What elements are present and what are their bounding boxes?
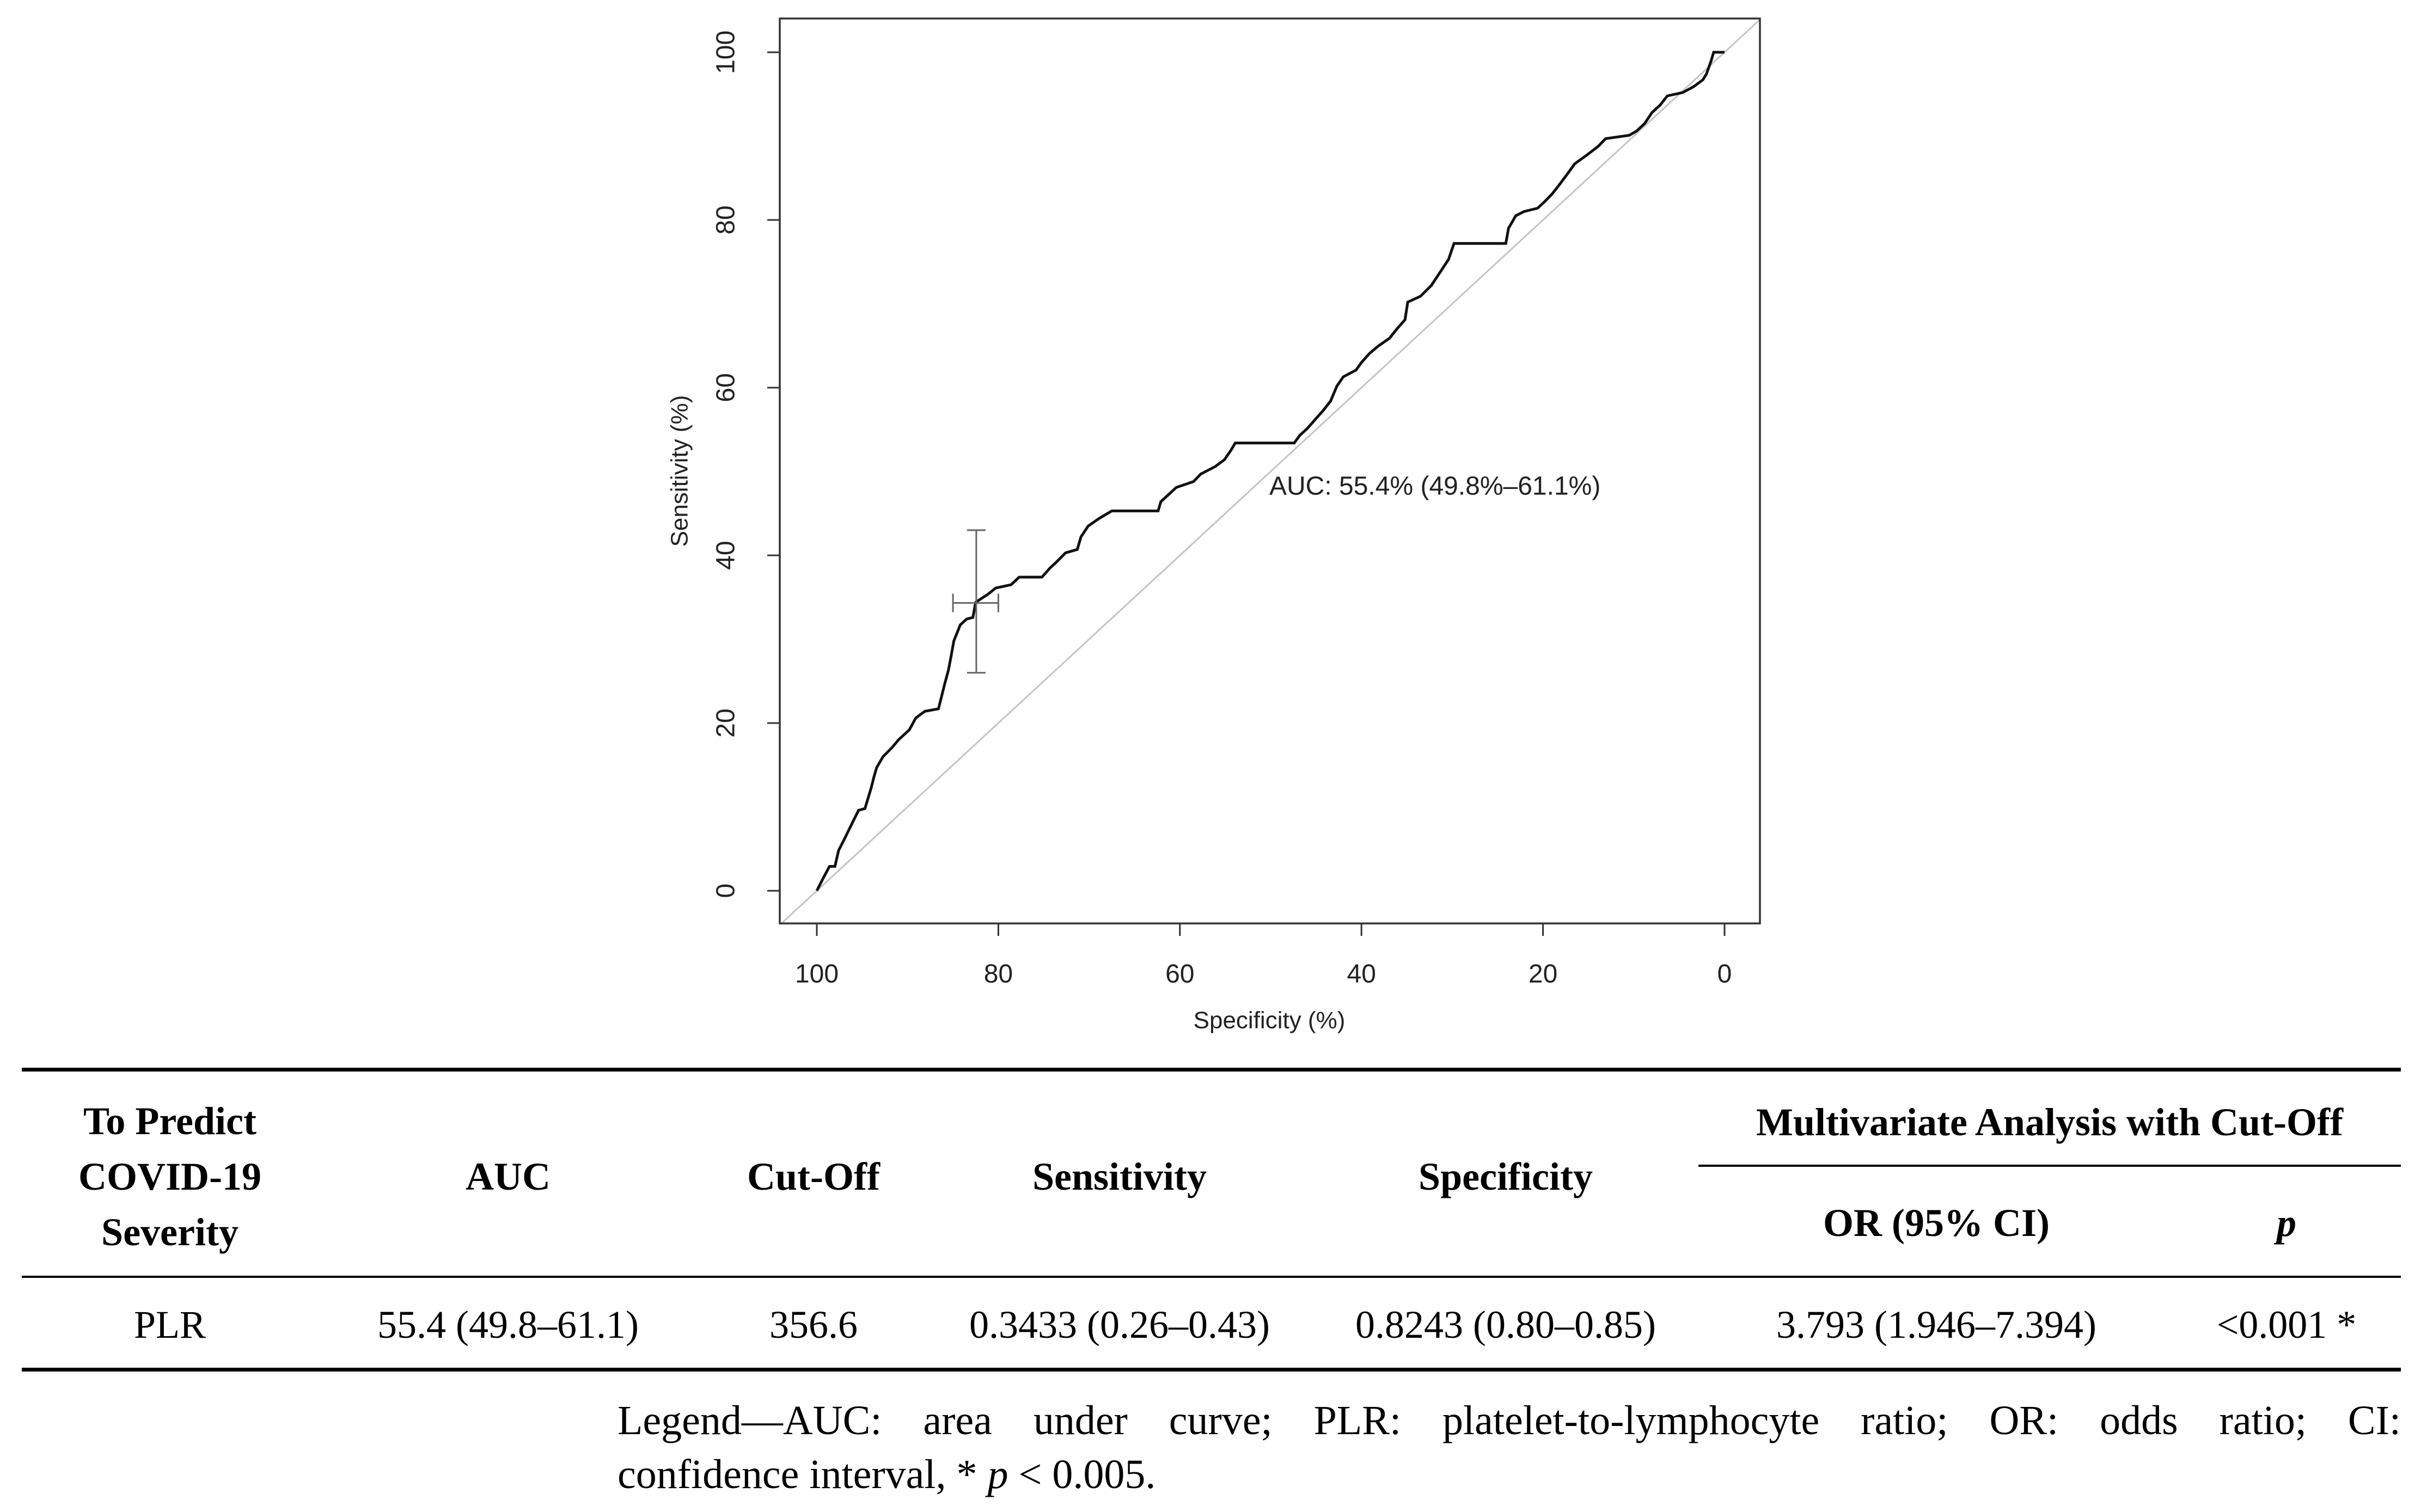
table-top-rule [22,1068,2401,1072]
legend-text: < 0.005. [1018,1452,1156,1497]
x-axis-title: Specificity (%) [1194,1007,1346,1034]
x-tick-label: 20 [1529,960,1557,989]
row-sensitivity: 0.3433 (0.26–0.43) [969,1303,1270,1346]
row-p-value: <0.001 * [2216,1303,2357,1346]
y-tick-label: 100 [712,30,741,74]
table-header-rule [22,1276,2401,1278]
y-tick-label: 0 [712,884,741,898]
row-label: PLR [133,1303,206,1346]
y-axis-title: Sensitivity (%) [667,395,693,547]
x-tick-label: 40 [1347,960,1376,989]
row-specificity: 0.8243 (0.80–0.85) [1355,1303,1656,1346]
row-auc: 55.4 (49.8–61.1) [377,1303,639,1346]
legend-line-2: confidence interval, * p < 0.005. [618,1448,2401,1501]
roc-curve-line [815,51,1725,892]
header-to-predict-line: To Predict [83,1099,256,1143]
legend-text: confidence interval, * [618,1452,977,1497]
header-cutoff: Cut-Off [747,1155,880,1198]
header-or-ci: OR (95% CI) [1823,1201,2050,1245]
y-tick-label: 20 [712,708,741,737]
header-auc: AUC [466,1155,551,1198]
row-or-ci: 3.793 (1.946–7.394) [1776,1303,2096,1346]
legend-line-1: Legend—AUC: area under curve; PLR: plate… [618,1398,2401,1443]
table-bottom-rule [22,1368,2401,1372]
header-to-predict-line: Severity [101,1210,239,1254]
y-tick-label: 40 [712,541,741,570]
x-tick-label: 80 [984,960,1013,989]
axes: 100 80 60 40 20 0 0 20 40 60 80 100 [712,30,1732,989]
x-tick-label: 60 [1165,960,1194,989]
multivariate-sub-rule [1698,1165,2401,1167]
y-tick-label: 80 [712,205,741,234]
y-tick-label: 60 [712,373,741,402]
row-cutoff: 356.6 [769,1303,858,1346]
auc-annotation: AUC: 55.4% (49.8%–61.1%) [1269,472,1600,501]
header-to-predict: To Predict COVID-19 Severity [17,1093,322,1260]
x-tick-label: 100 [795,960,839,989]
header-to-predict-line: COVID-19 [78,1155,261,1198]
header-p-value: p [2277,1201,2296,1245]
header-sensitivity: Sensitivity [1032,1155,1207,1198]
roc-chart: 100 80 60 40 20 0 0 20 40 60 80 100 Specificity (%)… [667,17,1761,1034]
legend-p-symbol: p [987,1452,1008,1497]
x-tick-label: 0 [1717,960,1732,989]
reference-diagonal-line [780,19,1760,923]
plot-frame [779,17,1761,925]
plot-area [780,19,1760,923]
header-specificity: Specificity [1419,1155,1593,1198]
header-multivariate: Multivariate Analysis with Cut-Off [1756,1100,2343,1144]
